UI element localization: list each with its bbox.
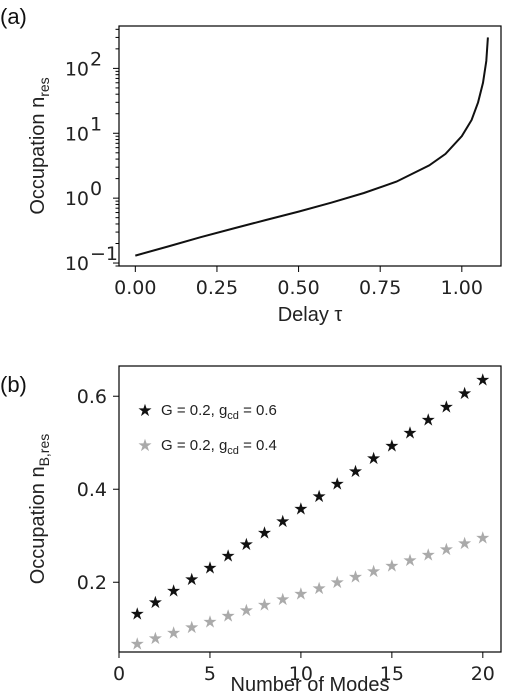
panel-a-y-tick-exponent: 1: [90, 113, 102, 135]
panel-b-series-1-point: ★: [311, 579, 326, 599]
panel-a-y-axis-label-main: Occupation n: [27, 97, 49, 215]
panel-b-series-0-point: ★: [402, 424, 417, 444]
panel-b-series-1-point: ★: [402, 551, 417, 571]
panel-b-series-0-point: ★: [439, 397, 454, 417]
panel-b-y-ticks: 0.2 0.4 0.6: [77, 386, 119, 594]
panel-b-y-axis-label: Occupation nB,res: [27, 434, 52, 585]
panel-a-y-tick-label: 10: [65, 123, 89, 145]
panel-b-x-tick-label: 0: [113, 663, 125, 685]
panel-b-series-0-point: ★: [202, 558, 217, 578]
panel-b-series-1-point: ★: [475, 529, 490, 549]
panel-b-label: (b): [0, 372, 27, 397]
panel-a-y-tick-label: 10: [65, 58, 89, 80]
panel-a-x-tick-label: 0.25: [196, 277, 238, 299]
panel-a-series: [135, 37, 489, 257]
panel-b-axes-frame: [118, 365, 502, 653]
legend-entry-0-sub: cd: [227, 410, 239, 422]
panel-b-x-tick-label: 20: [471, 663, 495, 685]
panel-b-series-0-point: ★: [384, 437, 399, 457]
panel-b-y-axis-label-main: Occupation n: [27, 466, 49, 584]
panel-b-series: ★★★★★★★★★★★★★★★★★★★★★ ★ ★ ★ ★ ★ ★ ★ ★ ★ ★ ★ ★ ★ ★ ★ ★ ★ ★ ★: [130, 370, 491, 654]
panel-a-y-axis-label-sub: res: [36, 77, 52, 96]
panel-b-series-1-point: ★: [184, 618, 199, 638]
panel-a-x-axis-label: Delay τ: [278, 304, 343, 326]
panel-b-series-1-point: ★: [366, 562, 381, 582]
panel-b-series-0-point: ★: [184, 570, 199, 590]
panel-b-series-1-point: ★: [166, 623, 181, 643]
panel-b-series-1-point: ★: [421, 545, 436, 565]
panel-b-series-1-point: ★: [130, 635, 145, 655]
panel-b-series-0-point: ★: [221, 547, 236, 567]
panel-b-series-1-point: ★: [348, 568, 363, 588]
panel-b-series-0-point: ★: [293, 499, 308, 519]
panel-b-y-axis-label-sub: B,res: [36, 434, 52, 467]
panel-b-x-tick-label: 15: [380, 663, 404, 685]
panel-b-y-tick-label: 0.6: [77, 386, 107, 408]
panel-a-label: (a): [0, 4, 27, 29]
panel-b-series-0-point: ★: [148, 593, 163, 613]
panel-b-series-0-point: ★: [475, 370, 490, 390]
panel-a-axes-frame: [118, 25, 502, 267]
panel-a-y-tick-exponent: 2: [90, 48, 102, 70]
panel-b-series-1-point: ★: [275, 590, 290, 610]
panel-b-x-tick-label: 10: [289, 663, 313, 685]
panel-b-series-1-point: ★: [257, 596, 272, 616]
panel-b-x-axis-label: Number of Modes: [231, 674, 390, 696]
legend-entry-1-tail: = 0.4: [239, 437, 277, 454]
panel-b-series-0-point: ★: [275, 512, 290, 532]
panel-b: (b) 0 5 10 15 20 0.20.40.6 ★★★★★★★★★★★★★★★★★…: [0, 365, 502, 696]
panel-b-series-1-point: ★: [439, 540, 454, 560]
legend-marker-1: ★: [137, 436, 152, 456]
panel-b-series-0-point: ★: [348, 462, 363, 482]
panel-b-series-1-point: ★: [148, 629, 163, 649]
panel-b-y-tick-label: 0.4: [77, 479, 107, 501]
panel-b-legend: ★ G = 0.2, gcd = 0.6 ★ G = 0.2, gcd = 0.…: [137, 401, 277, 457]
panel-a-y-tick-label: 10: [65, 253, 89, 275]
legend-entry-0-main: G = 0.2, g: [161, 402, 227, 419]
panel-a-x-tick-label: 0.50: [277, 277, 319, 299]
legend-entry-1-main: G = 0.2, g: [161, 437, 227, 454]
panel-a-x-tick-label: 0.00: [114, 277, 156, 299]
panel-b-series-1-point: ★: [202, 612, 217, 632]
panel-b-x-tick-label: 5: [204, 663, 216, 685]
panel-b-series-1-point: ★: [330, 573, 345, 593]
panel-a-series-line: [135, 37, 489, 257]
panel-b-x-ticks: 0 5 10 15 20: [113, 652, 495, 685]
panel-b-series-0-point: ★: [257, 523, 272, 543]
panel-a-x-ticks: 0.00 0.25 0.50 0.75 1.00: [114, 266, 483, 299]
panel-b-series-1-point: ★: [239, 601, 254, 621]
panel-b-series-0-point: ★: [239, 535, 254, 555]
panel-a-y-axis-label: Occupation nres: [27, 77, 52, 214]
panel-b-series-1-point: ★: [384, 557, 399, 577]
panel-b-series-0-point: ★: [311, 487, 326, 507]
panel-a-y-tick-exponent: 0: [90, 178, 102, 200]
panel-a-y-tick-label: 10: [65, 188, 89, 210]
legend-entry-0: G = 0.2, gcd = 0.6: [161, 402, 277, 422]
panel-b-series-0-point: ★: [421, 410, 436, 430]
panel-b-series-0-point: ★: [457, 384, 472, 404]
panel-b-series-0-point: ★: [330, 475, 345, 495]
panel-b-series-0-point: ★: [166, 582, 181, 602]
panel-a-x-tick-label: 0.75: [359, 277, 401, 299]
legend-marker-0: ★: [137, 401, 152, 421]
panel-a-x-tick-label: 1.00: [441, 277, 483, 299]
panel-b-series-0-point: ★: [130, 604, 145, 624]
panel-b-series-1-point: ★: [221, 607, 236, 627]
panel-b-series-0-point: ★: [366, 449, 381, 469]
panel-b-series-1-point: ★: [457, 534, 472, 554]
panel-b-y-tick-label: 0.2: [77, 572, 107, 594]
panel-a-y-tick-exponent: −1: [90, 243, 118, 265]
legend-entry-0-tail: = 0.6: [239, 402, 277, 419]
panel-b-series-1-point: ★: [293, 584, 308, 604]
legend-entry-1-sub: cd: [227, 445, 239, 457]
legend-entry-1: G = 0.2, gcd = 0.4: [161, 437, 277, 457]
